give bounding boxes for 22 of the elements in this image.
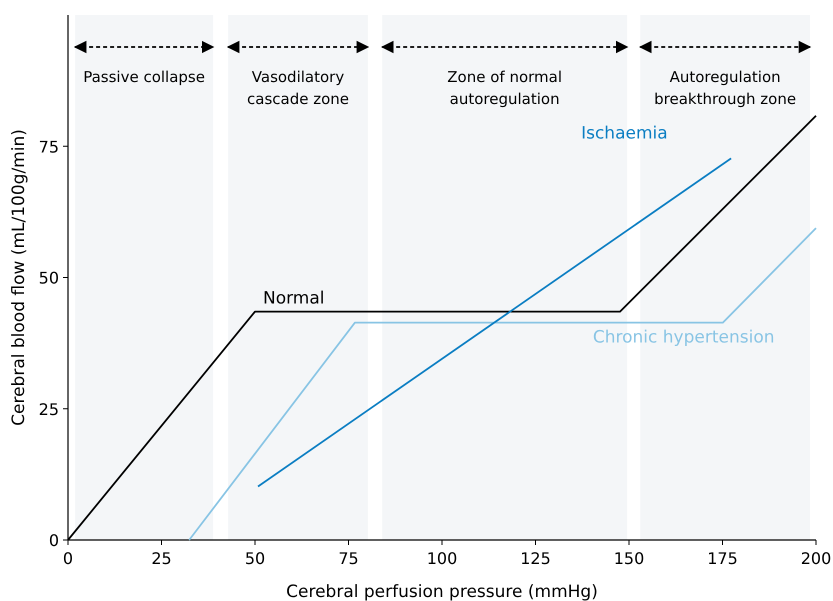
x-axis-title: Cerebral perfusion pressure (mmHg) [286,582,598,601]
y-tick-label: 50 [38,268,59,288]
x-tick-label: 150 [614,549,644,568]
band-label: Vasodilatory cascade zone [247,68,350,108]
y-axis-title: Cerebral blood flow (mL/100g/min) [9,129,29,426]
y-tick-label: 0 [48,531,59,550]
band-label: Autoregulation breakthrough zone [654,68,796,108]
x-tick-label: 0 [62,549,74,568]
y-tick-label: 25 [38,400,59,419]
x-tick-label: 125 [520,549,551,568]
band-label: Zone of normal autoregulation [447,68,562,108]
series-label: Chronic hypertension [592,328,775,348]
x-tick-label: 200 [800,549,832,568]
band-label: Passive collapse [83,68,205,86]
text: Ischaemia [581,123,668,144]
x-tick-label: 100 [426,549,458,568]
x-tick-label: 50 [244,549,266,568]
x-tick-label: 25 [151,549,172,568]
y-tick-label: 75 [38,137,59,156]
x-tick-label: 175 [707,549,738,568]
x-tick-label: 75 [338,549,359,568]
series-label: Normal [263,288,325,309]
